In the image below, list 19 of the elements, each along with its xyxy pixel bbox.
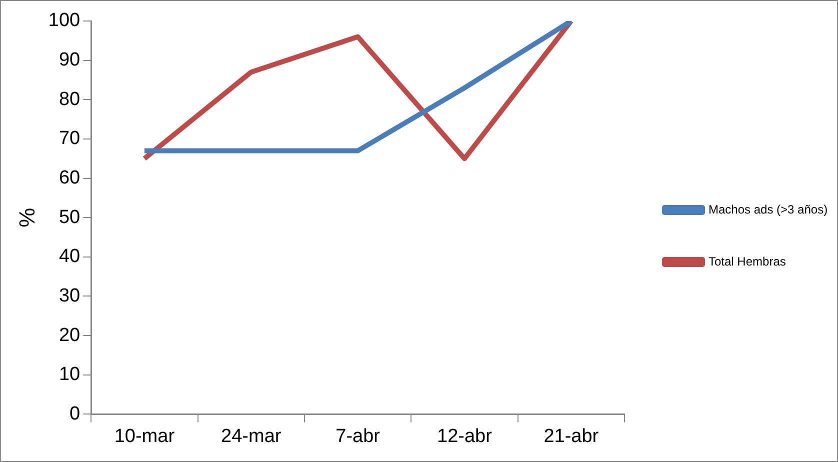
x-tick-label: 12-abr <box>437 426 493 447</box>
y-tick-label: 30 <box>58 285 80 306</box>
y-tick-label: 40 <box>58 246 80 268</box>
y-axis-title: % <box>14 208 40 228</box>
y-tick-label: 70 <box>58 128 80 150</box>
y-tick-label: 50 <box>58 206 80 228</box>
x-tick-label: 10-mar <box>114 426 176 447</box>
x-tick-label: 24-mar <box>221 426 282 447</box>
y-tick-label: 20 <box>58 324 80 346</box>
y-tick-label: 0 <box>70 403 80 424</box>
x-tick-label: 21-abr <box>544 426 600 447</box>
y-tick-label: 100 <box>48 10 80 32</box>
y-tick-label: 10 <box>58 364 80 386</box>
y-tick-label: 60 <box>58 168 80 189</box>
y-tick-label: 80 <box>58 88 80 110</box>
y-tick-label: 90 <box>58 50 80 71</box>
legend-label: Machos ads (>3 años) <box>708 202 828 216</box>
legend-label: Total Hembras <box>708 254 786 268</box>
x-tick-label: 7-abr <box>336 426 381 447</box>
